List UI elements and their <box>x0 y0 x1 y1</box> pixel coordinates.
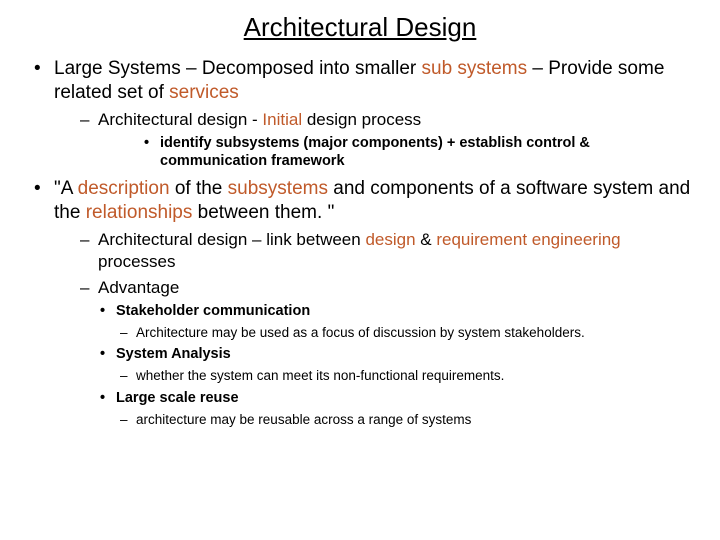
advantage-1: Stakeholder communication <box>54 302 692 321</box>
highlight-text: subsystems <box>228 178 328 199</box>
text: between them. " <box>192 202 334 223</box>
advantage-3: Large scale reuse <box>54 389 692 408</box>
advantage-2: System Analysis <box>54 345 692 364</box>
highlight-text: description <box>78 178 170 199</box>
sub-bullet: Architectural design – link between desi… <box>54 229 692 273</box>
highlight-text: design <box>365 230 415 249</box>
slide-title: Architectural Design <box>28 12 692 43</box>
text: Large Systems – Decomposed into smaller <box>54 58 422 79</box>
bullet-2: "A description of the subsystems and com… <box>28 177 692 428</box>
advantage-1-detail: Architecture may be used as a focus of d… <box>54 324 692 342</box>
bullet-1: Large Systems – Decomposed into smaller … <box>28 57 692 171</box>
text: Architectural design - <box>98 110 262 129</box>
advantage-3-detail: architecture may be reusable across a ra… <box>54 411 692 429</box>
highlight-text: sub systems <box>422 58 528 79</box>
text: "A <box>54 178 78 199</box>
highlight-text: relationships <box>86 202 193 223</box>
highlight-text: Initial <box>262 110 302 129</box>
text: of the <box>170 178 228 199</box>
text: processes <box>98 252 175 271</box>
sub-sub-bullet: identify subsystems (major components) +… <box>98 134 692 172</box>
text: design process <box>302 110 421 129</box>
text: Architectural design – link between <box>98 230 365 249</box>
sub-bullet-advantage: Advantage <box>54 277 692 299</box>
highlight-text: services <box>169 82 239 103</box>
slide: Architectural Design Large Systems – Dec… <box>0 0 720 444</box>
bullet-list: Large Systems – Decomposed into smaller … <box>28 57 692 428</box>
text: & <box>416 230 437 249</box>
highlight-text: requirement engineering <box>436 230 620 249</box>
advantage-2-detail: whether the system can meet its non-func… <box>54 367 692 385</box>
sub-bullet: Architectural design - Initial design pr… <box>54 109 692 172</box>
